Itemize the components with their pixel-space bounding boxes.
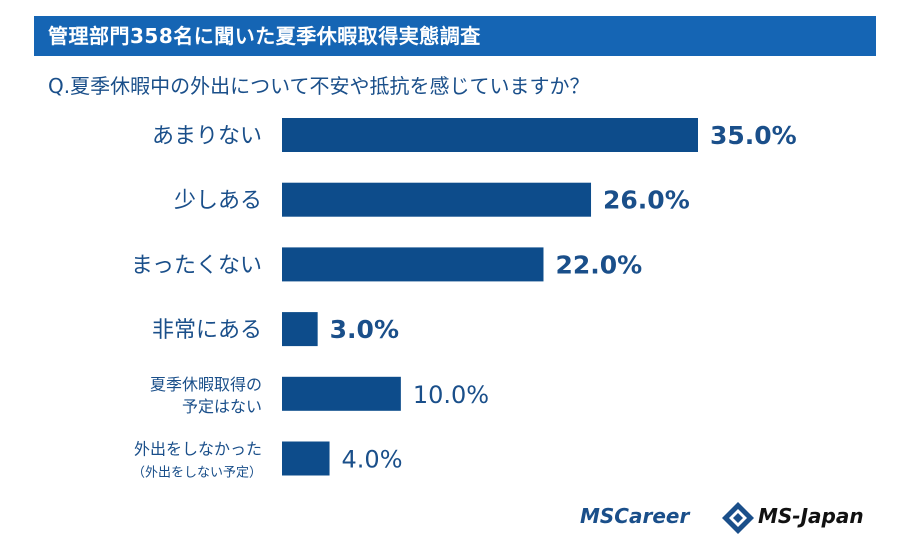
category-label-1-0: 少しある (174, 189, 262, 214)
ms-career-logo: MSCareer (580, 504, 690, 528)
value-label-1: 26.0% (603, 186, 690, 215)
survey-question: Q.夏季休暇中の外出について不安や抵抗を感じていますか？ (48, 74, 590, 98)
value-label-5: 4.0% (342, 446, 403, 474)
value-label-3: 3.0% (330, 315, 399, 344)
ms-japan-logo: MS-Japan (758, 504, 864, 528)
logo-area: MSCareer MS-Japan (580, 500, 880, 540)
category-label-4-0: 夏季休暇取得の (150, 375, 262, 394)
bar-4 (282, 376, 401, 411)
category-label-2-0: まったくない (131, 253, 262, 278)
category-label-5-1: （外出をしない予定） (132, 466, 262, 481)
category-label-3-0: 非常にある (152, 318, 262, 343)
bar-0 (282, 118, 698, 152)
value-label-0: 35.0% (710, 121, 797, 150)
bar-5 (282, 441, 330, 476)
survey-title-banner: 管理部門358名に聞いた夏季休暇取得実態調査 (34, 16, 876, 56)
value-label-4: 10.0% (413, 381, 489, 409)
value-label-2: 22.0% (555, 250, 642, 279)
category-label-0-0: あまりない (152, 124, 262, 149)
category-label-5-0: 外出をしなかった (134, 440, 262, 459)
bar-2 (282, 247, 544, 282)
bar-3 (282, 312, 318, 347)
category-label-4-1: 予定はない (182, 397, 262, 416)
bar-1 (282, 182, 592, 217)
ms-japan-diamond-logo-icon (722, 502, 754, 534)
